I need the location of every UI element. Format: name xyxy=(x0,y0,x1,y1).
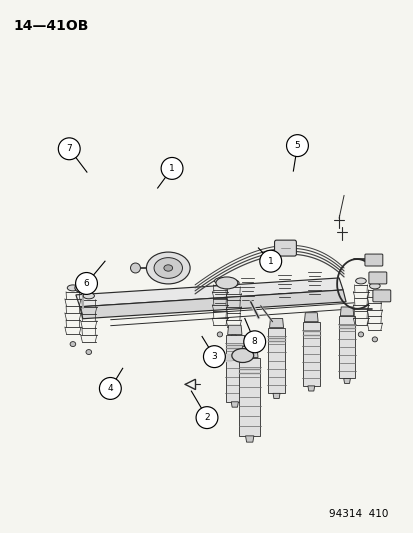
Polygon shape xyxy=(231,402,238,407)
Text: 2: 2 xyxy=(204,413,209,422)
Ellipse shape xyxy=(70,342,76,346)
Ellipse shape xyxy=(371,337,377,342)
Polygon shape xyxy=(227,325,241,335)
Circle shape xyxy=(196,407,217,429)
Polygon shape xyxy=(343,378,349,383)
Ellipse shape xyxy=(230,334,236,339)
Ellipse shape xyxy=(164,265,172,271)
Ellipse shape xyxy=(228,280,239,286)
Ellipse shape xyxy=(355,278,366,284)
Polygon shape xyxy=(273,393,279,399)
Text: 7: 7 xyxy=(66,144,72,154)
Ellipse shape xyxy=(214,278,225,284)
Ellipse shape xyxy=(154,257,182,278)
Polygon shape xyxy=(76,278,342,307)
Ellipse shape xyxy=(75,283,90,293)
Text: 8: 8 xyxy=(251,337,257,346)
FancyBboxPatch shape xyxy=(364,254,382,266)
Polygon shape xyxy=(239,358,259,436)
Polygon shape xyxy=(241,346,257,358)
Polygon shape xyxy=(267,328,285,393)
Circle shape xyxy=(286,135,308,157)
Polygon shape xyxy=(302,322,319,386)
Text: 94314  410: 94314 410 xyxy=(329,508,388,519)
Circle shape xyxy=(58,138,80,160)
Ellipse shape xyxy=(357,332,363,337)
Text: 1: 1 xyxy=(169,164,175,173)
Ellipse shape xyxy=(231,349,253,362)
Ellipse shape xyxy=(83,293,94,299)
Circle shape xyxy=(203,346,225,368)
FancyBboxPatch shape xyxy=(368,272,386,284)
Polygon shape xyxy=(225,335,243,402)
Ellipse shape xyxy=(67,285,78,291)
Text: 6: 6 xyxy=(83,279,89,288)
Polygon shape xyxy=(304,313,317,322)
Ellipse shape xyxy=(146,252,190,284)
Text: 3: 3 xyxy=(211,352,217,361)
Ellipse shape xyxy=(217,332,222,337)
Polygon shape xyxy=(80,290,345,319)
Polygon shape xyxy=(269,319,283,328)
Circle shape xyxy=(259,251,281,272)
Polygon shape xyxy=(245,436,253,442)
Circle shape xyxy=(243,331,265,353)
Circle shape xyxy=(99,377,121,399)
Ellipse shape xyxy=(369,283,379,289)
Text: 4: 4 xyxy=(107,384,113,393)
FancyBboxPatch shape xyxy=(372,290,390,302)
Circle shape xyxy=(130,263,140,273)
Polygon shape xyxy=(307,386,314,391)
Circle shape xyxy=(161,157,183,179)
FancyBboxPatch shape xyxy=(274,240,296,256)
Text: 14—41OB: 14—41OB xyxy=(13,19,88,33)
Text: 1: 1 xyxy=(267,257,273,265)
Polygon shape xyxy=(339,307,353,316)
Ellipse shape xyxy=(86,350,91,354)
Circle shape xyxy=(76,272,97,294)
Polygon shape xyxy=(338,316,354,378)
Text: 5: 5 xyxy=(294,141,299,150)
Ellipse shape xyxy=(216,277,237,289)
